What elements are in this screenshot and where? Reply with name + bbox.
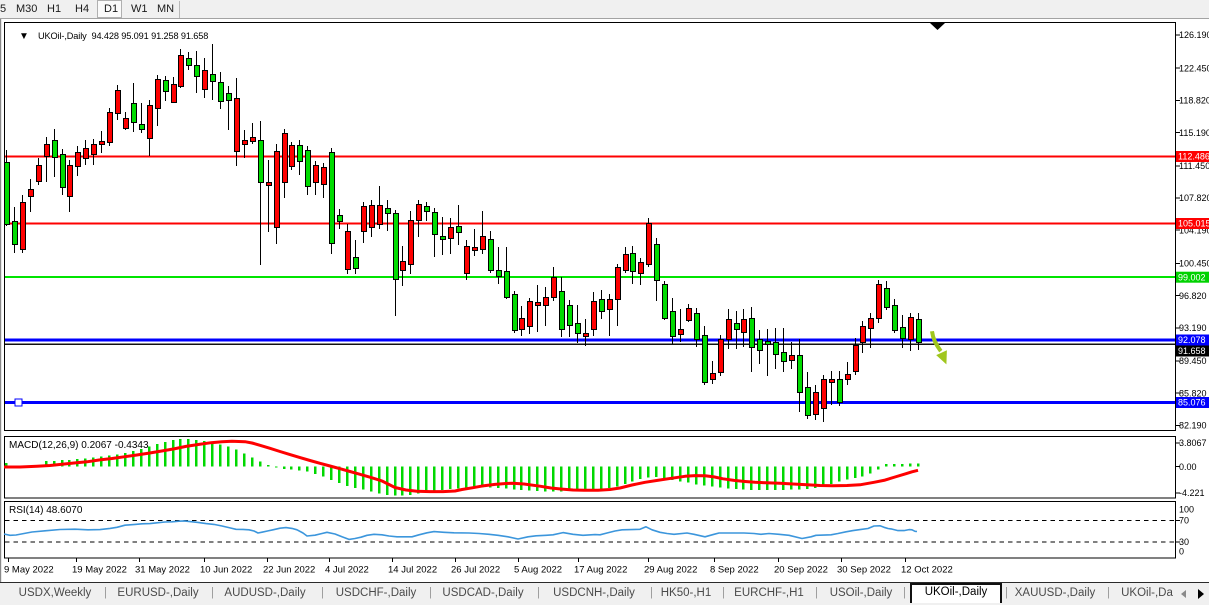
svg-text:▼: ▼ <box>19 31 29 42</box>
svg-text:85.820: 85.820 <box>1179 388 1207 398</box>
svg-text:122.450: 122.450 <box>1179 63 1209 73</box>
svg-text:111.450: 111.450 <box>1179 161 1209 171</box>
svg-text:100.450: 100.450 <box>1179 259 1209 269</box>
svg-text:9 May 2022: 9 May 2022 <box>4 565 54 576</box>
svg-text:RSI(14) 48.6070: RSI(14) 48.6070 <box>9 505 83 516</box>
svg-text:14 Jul 2022: 14 Jul 2022 <box>388 565 437 576</box>
svg-text:30: 30 <box>1179 537 1189 547</box>
svg-text:17 Aug 2022: 17 Aug 2022 <box>574 565 627 576</box>
svg-text:5 Aug 2022: 5 Aug 2022 <box>514 565 562 576</box>
svg-text:0: 0 <box>1179 547 1184 557</box>
svg-text:96.820: 96.820 <box>1179 291 1207 301</box>
svg-text:-4.221: -4.221 <box>1179 488 1205 498</box>
svg-text:100: 100 <box>1179 505 1194 515</box>
svg-text:104.190: 104.190 <box>1179 225 1209 235</box>
svg-text:70: 70 <box>1179 516 1189 526</box>
svg-text:118.820: 118.820 <box>1179 96 1209 106</box>
svg-text:10 Jun 2022: 10 Jun 2022 <box>200 565 252 576</box>
svg-text:3.8067: 3.8067 <box>1179 438 1207 448</box>
svg-text:107.820: 107.820 <box>1179 193 1209 203</box>
svg-text:12 Oct 2022: 12 Oct 2022 <box>901 565 953 576</box>
svg-text:93.190: 93.190 <box>1179 323 1207 333</box>
svg-text:126.190: 126.190 <box>1179 30 1209 40</box>
svg-text:22 Jun 2022: 22 Jun 2022 <box>263 565 315 576</box>
svg-text:89.450: 89.450 <box>1179 356 1207 366</box>
svg-text:30 Sep 2022: 30 Sep 2022 <box>837 565 891 576</box>
svg-text:0.00: 0.00 <box>1179 462 1197 472</box>
svg-text:UKOil-,Daily 94.428 95.091 91: UKOil-,Daily 94.428 95.091 91.258 91.658 <box>38 31 208 41</box>
svg-text:31 May 2022: 31 May 2022 <box>135 565 190 576</box>
svg-text:8 Sep 2022: 8 Sep 2022 <box>710 565 759 576</box>
svg-text:29 Aug 2022: 29 Aug 2022 <box>644 565 697 576</box>
svg-text:85.076: 85.076 <box>1178 398 1206 408</box>
svg-text:99.002: 99.002 <box>1178 272 1206 282</box>
svg-text:112.486: 112.486 <box>1178 152 1209 162</box>
svg-text:92.078: 92.078 <box>1178 335 1206 345</box>
svg-text:20 Sep 2022: 20 Sep 2022 <box>774 565 828 576</box>
svg-text:82.190: 82.190 <box>1179 421 1207 431</box>
svg-text:115.190: 115.190 <box>1179 128 1209 138</box>
svg-text:26 Jul 2022: 26 Jul 2022 <box>451 565 500 576</box>
svg-text:91.658: 91.658 <box>1178 346 1206 356</box>
svg-text:MACD(12,26,9) 0.2067 -0.4343: MACD(12,26,9) 0.2067 -0.4343 <box>9 440 149 451</box>
svg-text:105.015: 105.015 <box>1178 219 1209 229</box>
svg-text:4 Jul 2022: 4 Jul 2022 <box>325 565 369 576</box>
svg-text:19 May 2022: 19 May 2022 <box>72 565 127 576</box>
